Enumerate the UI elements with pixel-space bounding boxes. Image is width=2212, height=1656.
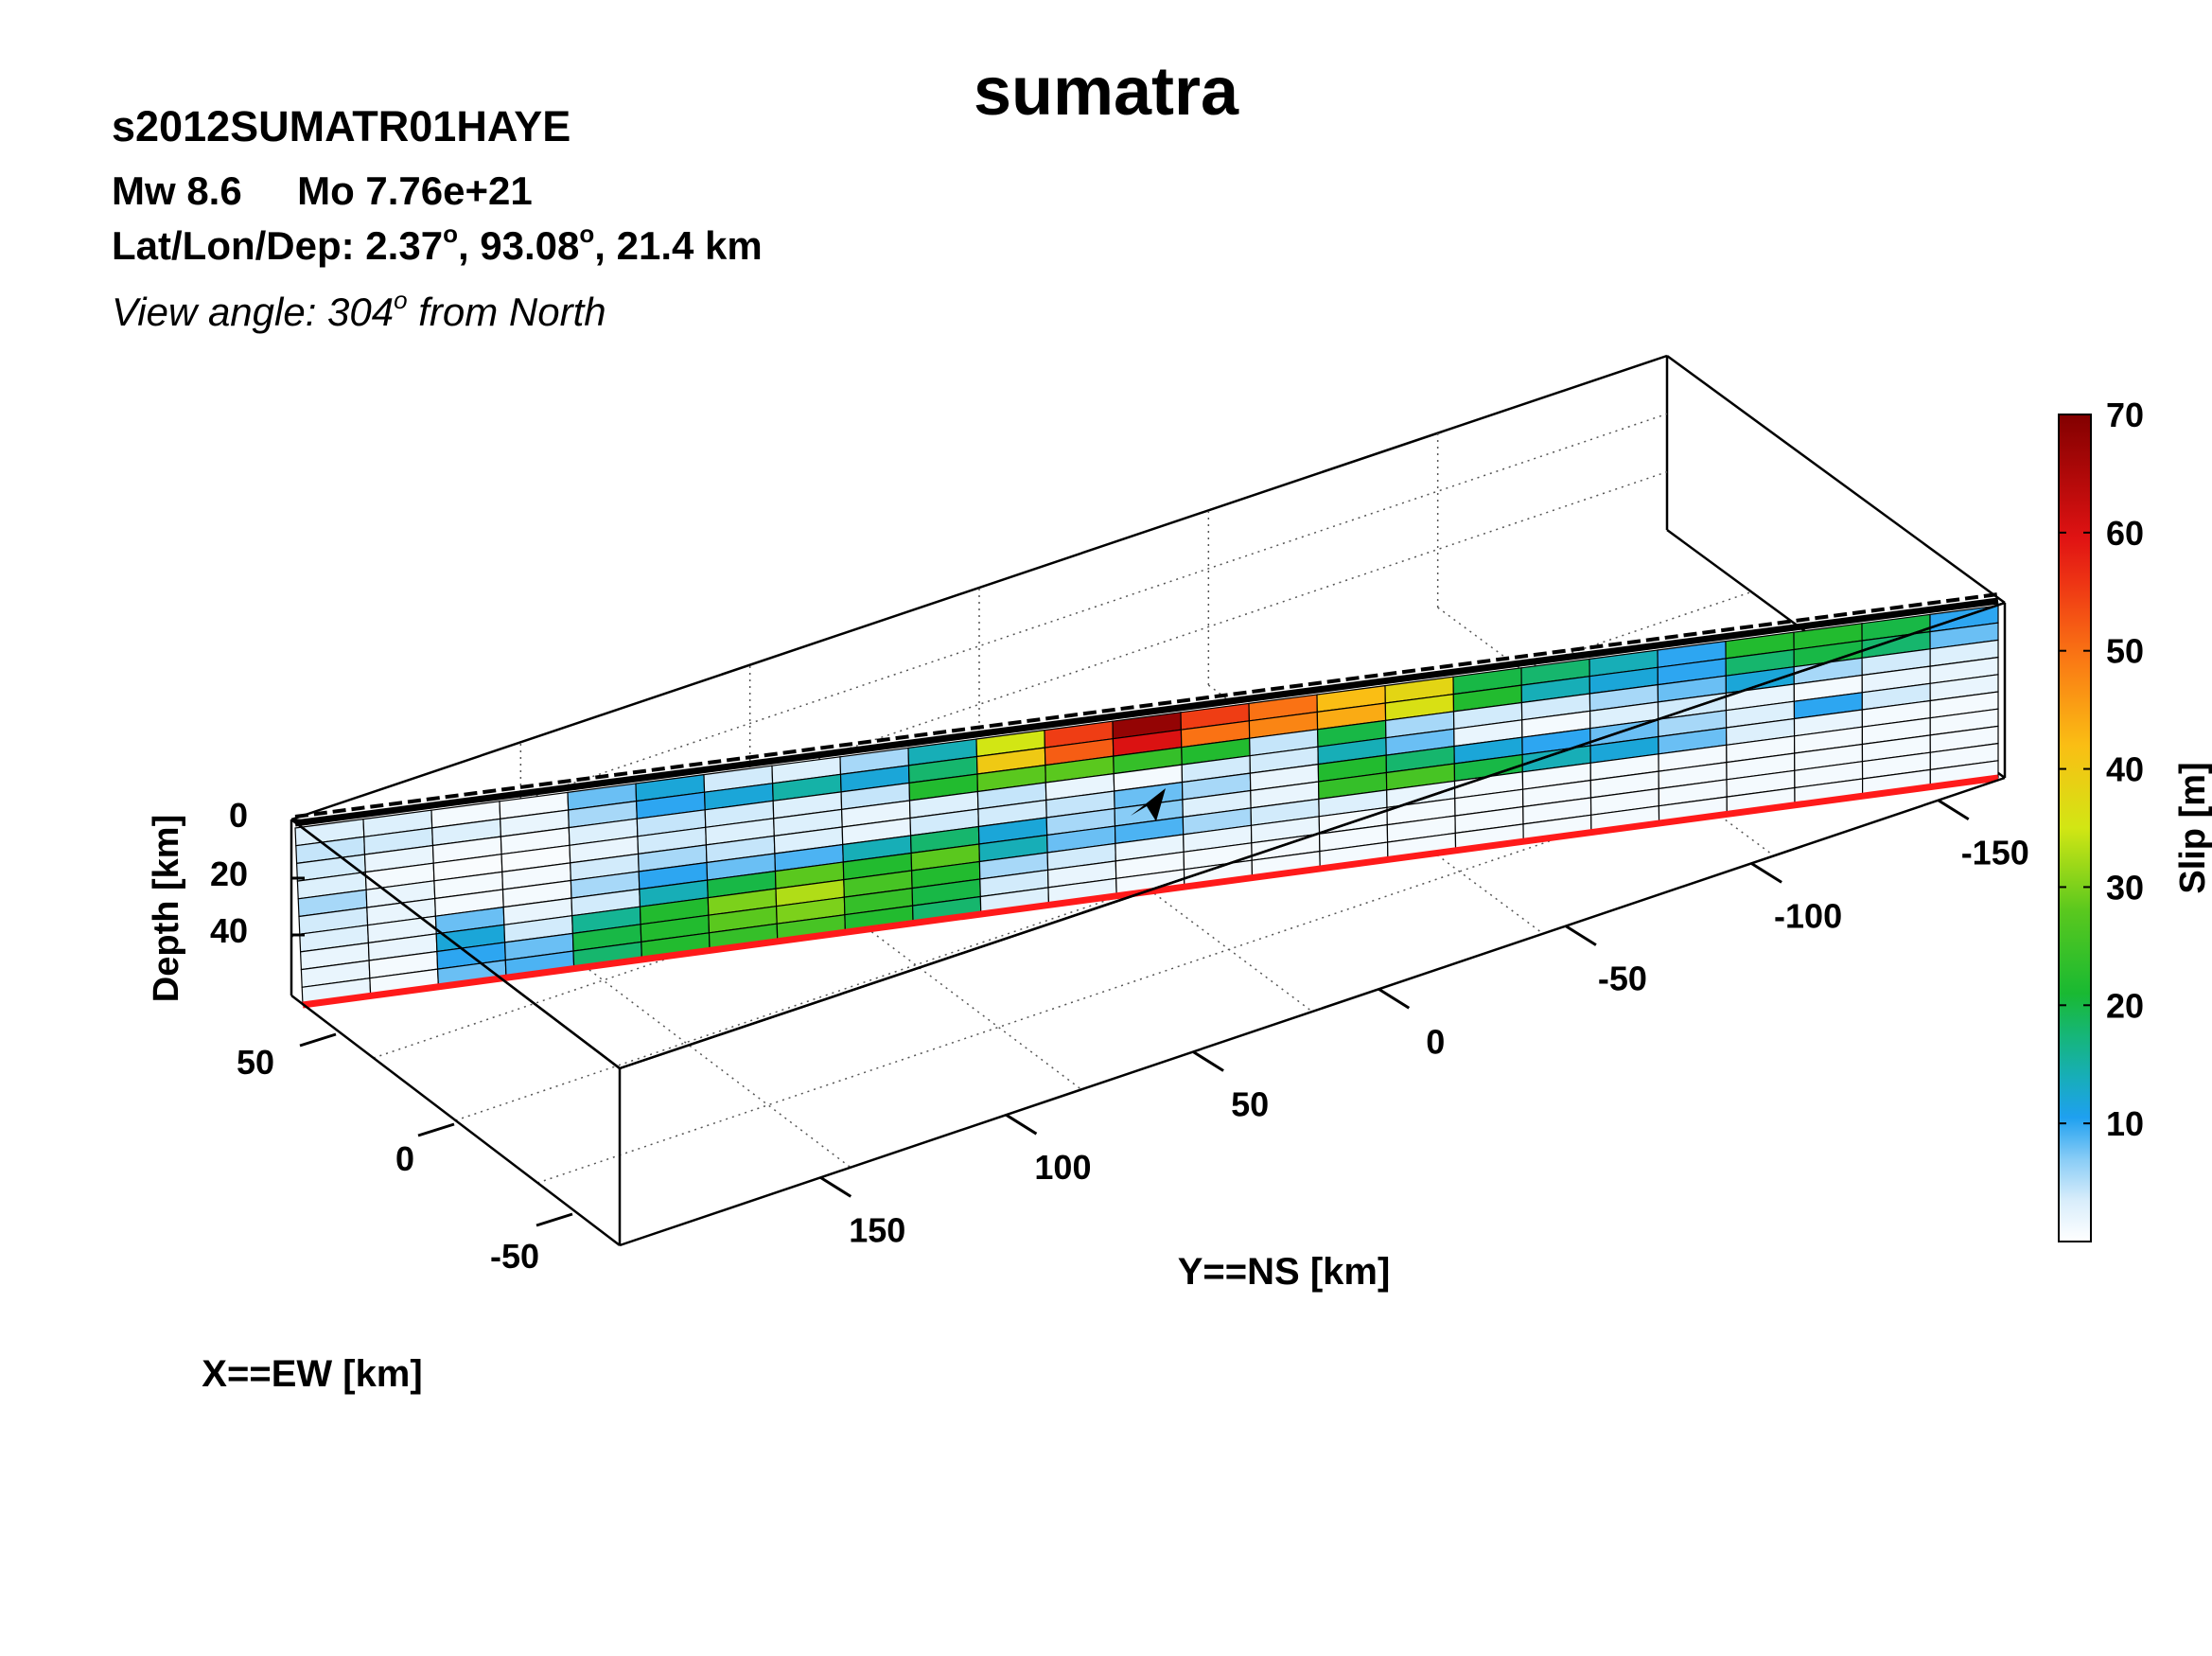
box-edge (290, 819, 621, 1069)
colorbar-tick-label: 30 (2106, 868, 2144, 907)
z-tick-label: 0 (229, 796, 248, 835)
box-edge (290, 354, 1668, 821)
x-tick (417, 1122, 455, 1137)
y-tick-label: 50 (1231, 1084, 1269, 1123)
fault-bottom-edge (302, 774, 1999, 1009)
view-angle-suffix: from North (407, 290, 606, 334)
moment-magnitude: Mw 8.6 (112, 168, 242, 213)
colorbar-tick-label: 20 (2106, 986, 2144, 1025)
hypocenter-arrow-icon (1131, 788, 1166, 821)
y-tick (819, 1176, 852, 1198)
fault-top-edge-dashed (294, 592, 1999, 819)
floor-grid-line (537, 714, 1921, 1184)
z-tick-label: 40 (210, 911, 248, 950)
z-tick-label: 20 (210, 854, 248, 893)
y-tick (1005, 1113, 1038, 1136)
degree-mark: o (579, 220, 595, 248)
x-tick (299, 1032, 337, 1048)
box-edge (1666, 354, 2006, 605)
y-tick (1192, 1050, 1224, 1072)
floor-grid-line (749, 839, 1082, 1090)
seismic-moment: Mo 7.76e+21 (297, 168, 533, 213)
z-tick (290, 818, 306, 823)
y-tick-label: -100 (1774, 896, 1842, 935)
y-tick-label: -150 (1961, 834, 2029, 872)
chart-title: sumatra (973, 54, 1239, 130)
x-axis-label: X==EW [km] (202, 1353, 422, 1395)
degree-mark: o (443, 220, 458, 248)
box-edge (290, 995, 621, 1246)
depth-text: , 21.4 km (594, 223, 763, 268)
colorbar-tick-label: 70 (2106, 396, 2144, 434)
y-axis-label: Y==NS [km] (1178, 1251, 1391, 1293)
colorbar-label: Slip [m] (2173, 762, 2212, 893)
y-tick (1937, 799, 1970, 820)
axis-labels: Depth [km] Y==NS [km] X==EW [km] (147, 815, 1390, 1395)
fault-top-edge (294, 597, 1999, 827)
colorbar-tick-label: 60 (2106, 514, 2144, 553)
y-tick-label: 100 (1034, 1148, 1091, 1187)
y-tick-label: -50 (1598, 960, 1647, 998)
colorbar: 10 20 30 40 50 60 70 Slip [m] (2058, 396, 2212, 1242)
view-angle-text: View angle: 304 (112, 290, 395, 334)
x-tick-label: 50 (237, 1043, 274, 1082)
longitude-text: , 93.08 (457, 223, 580, 268)
y-tick (1378, 988, 1411, 1010)
location-line: Lat/Lon/Dep: 2.37o, 93.08o, 21.4 km (112, 220, 763, 269)
y-tick (1565, 925, 1597, 946)
y-tick (1750, 862, 1782, 884)
axis-ticks: 0 20 40 50 0 -50 150 100 50 0 -50 -100 -150 (210, 796, 2029, 1276)
bounding-box-front (290, 601, 2007, 1247)
view-angle-line: View angle: 304o from North (112, 286, 606, 335)
y-tick-label: 150 (849, 1210, 905, 1249)
event-id: s2012SUMATR01HAYE (112, 102, 571, 150)
floor-grid-line (519, 917, 851, 1169)
latitude-text: Lat/Lon/Dep: 2.37 (112, 223, 444, 268)
magnitude-line: Mw 8.6 Mo 7.76e+21 (112, 168, 533, 214)
degree-mark: o (394, 286, 408, 314)
y-tick-label: 0 (1426, 1022, 1445, 1061)
fault-slip-grid (290, 592, 2006, 1070)
box-edge (619, 776, 2006, 1247)
colorbar-tick-label: 40 (2106, 750, 2144, 789)
x-tick-label: -50 (490, 1237, 539, 1276)
colorbar-tick-label: 50 (2106, 632, 2144, 671)
x-tick-label: 0 (395, 1139, 414, 1178)
box-edge (619, 601, 2006, 1070)
x-tick (535, 1212, 573, 1227)
colorbar-rect (2058, 414, 2092, 1242)
z-axis-label: Depth [km] (147, 815, 186, 1002)
colorbar-tick-label: 10 (2106, 1104, 2144, 1143)
